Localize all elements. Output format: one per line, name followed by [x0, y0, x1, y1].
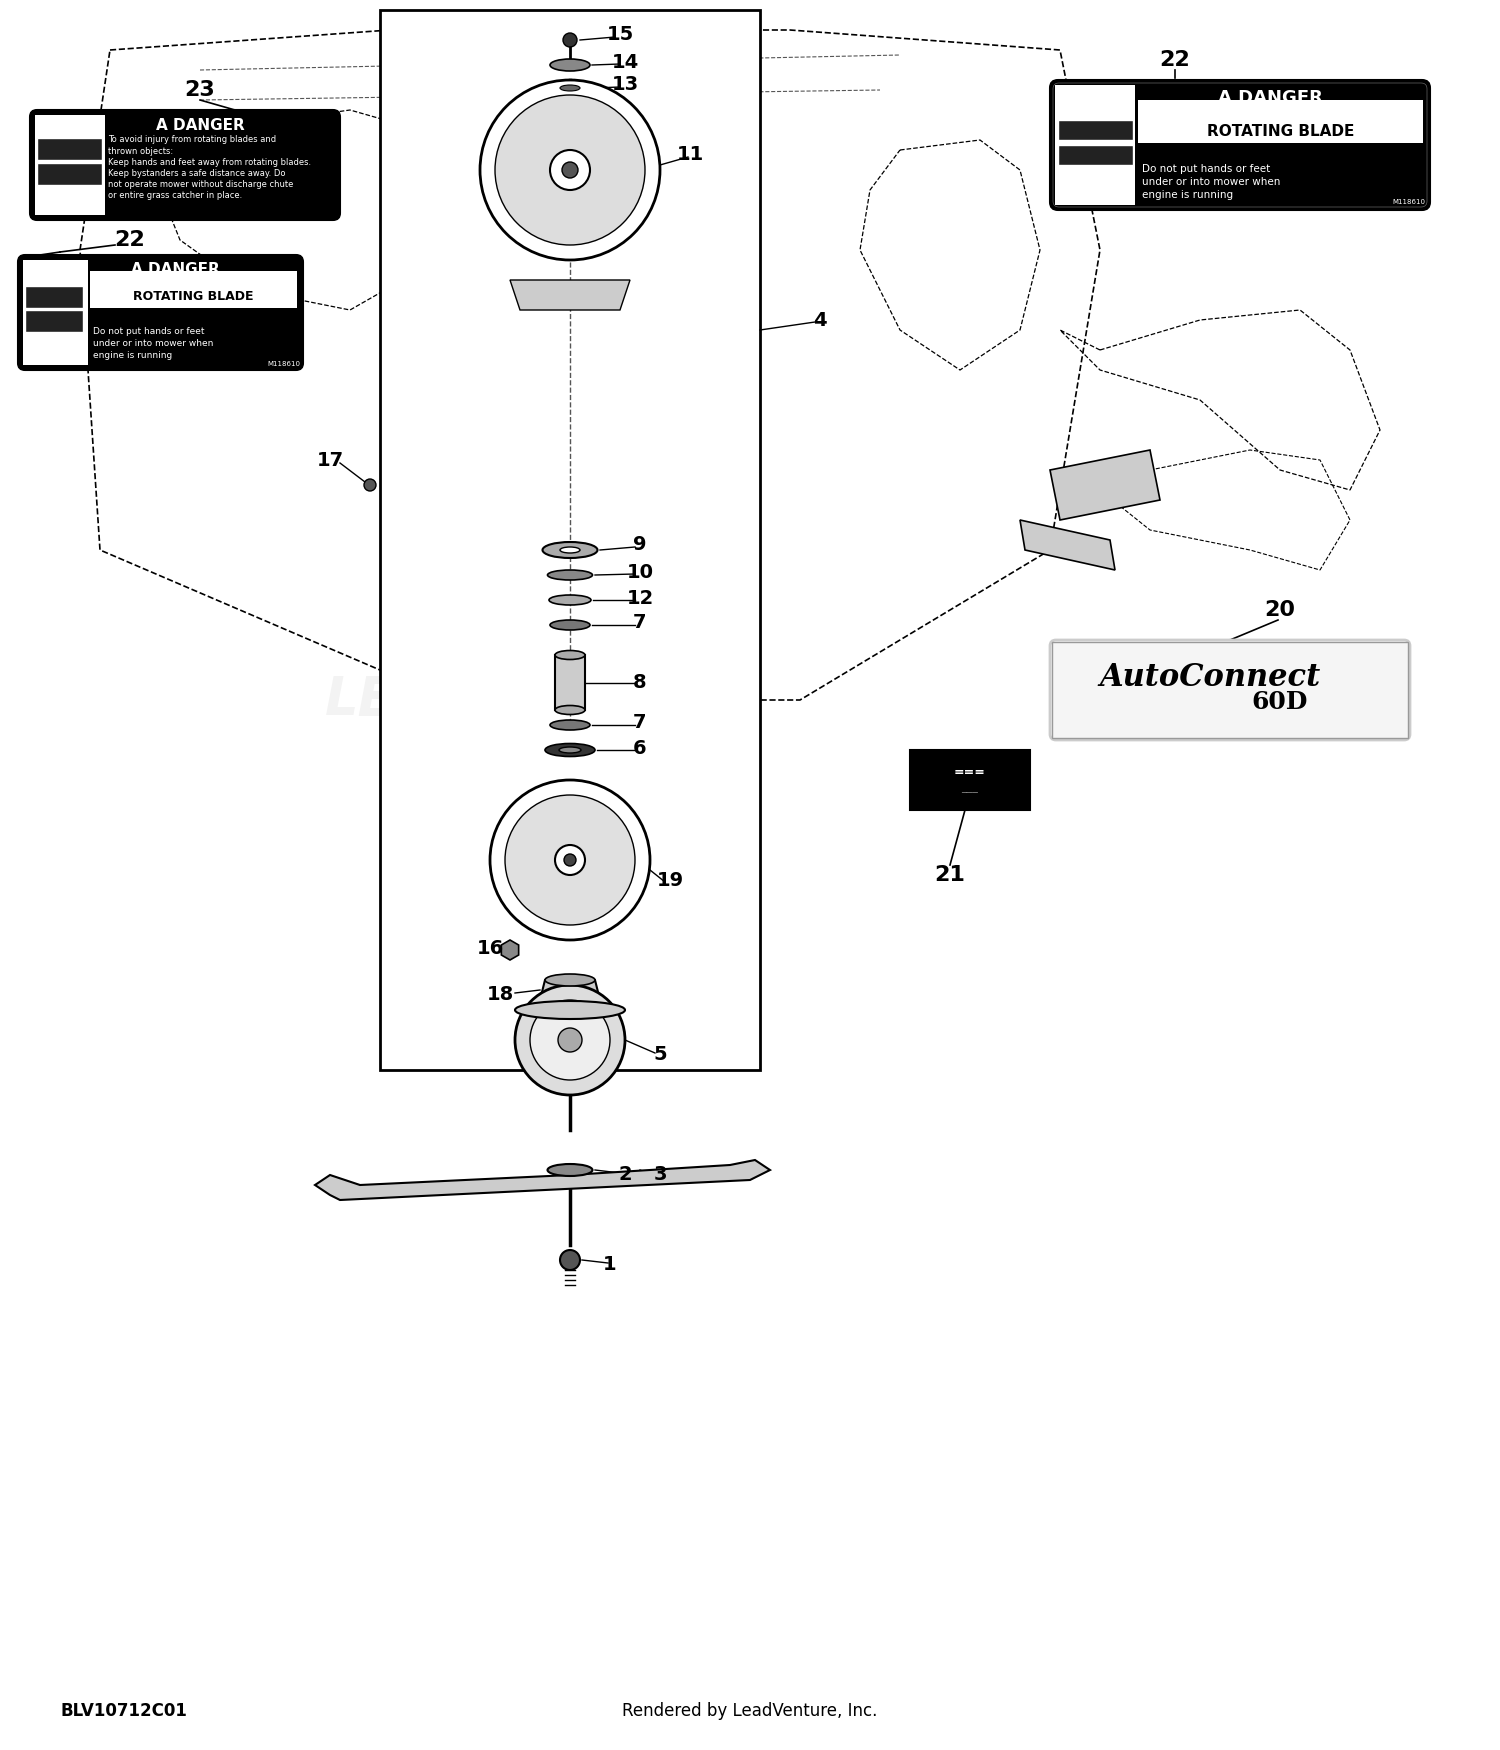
FancyBboxPatch shape	[1050, 640, 1410, 740]
Text: 13: 13	[612, 75, 639, 94]
Ellipse shape	[550, 719, 590, 730]
Text: M118610: M118610	[1392, 200, 1425, 205]
FancyBboxPatch shape	[22, 261, 88, 366]
Polygon shape	[315, 1160, 770, 1200]
Circle shape	[558, 1027, 582, 1052]
Ellipse shape	[560, 747, 580, 752]
FancyBboxPatch shape	[30, 110, 340, 220]
Text: AutoConnect: AutoConnect	[1100, 663, 1320, 693]
Polygon shape	[1050, 450, 1160, 520]
Text: A DANGER: A DANGER	[130, 262, 220, 278]
Ellipse shape	[549, 595, 591, 605]
Bar	[1058, 145, 1132, 164]
Text: 2: 2	[618, 1166, 632, 1185]
Text: 5: 5	[652, 1045, 668, 1064]
Text: 6: 6	[633, 738, 646, 758]
Text: A DANGER: A DANGER	[1218, 89, 1323, 107]
FancyBboxPatch shape	[1053, 82, 1426, 206]
Bar	[1052, 642, 1408, 738]
Polygon shape	[501, 940, 519, 961]
Text: 3: 3	[652, 1166, 666, 1185]
Text: 7: 7	[633, 714, 646, 733]
Bar	[38, 138, 102, 159]
Ellipse shape	[560, 548, 580, 553]
Bar	[38, 163, 102, 186]
Text: 4: 4	[813, 310, 826, 329]
Polygon shape	[510, 280, 630, 310]
Circle shape	[495, 94, 645, 245]
Bar	[26, 285, 82, 308]
Bar	[1058, 121, 1132, 140]
Bar	[90, 271, 297, 308]
Bar	[1138, 100, 1424, 144]
Polygon shape	[1020, 520, 1114, 570]
Text: 23: 23	[184, 80, 216, 100]
Circle shape	[490, 780, 650, 940]
Ellipse shape	[555, 705, 585, 714]
Circle shape	[564, 854, 576, 866]
Text: To avoid injury from rotating blades and
thrown objects:
Keep hands and feet awa: To avoid injury from rotating blades and…	[108, 135, 310, 200]
Bar	[26, 310, 82, 332]
Circle shape	[364, 480, 376, 492]
FancyBboxPatch shape	[1054, 86, 1136, 205]
Bar	[380, 10, 760, 1069]
Text: 22: 22	[114, 229, 146, 250]
Ellipse shape	[548, 80, 592, 94]
Circle shape	[530, 999, 610, 1080]
Ellipse shape	[560, 86, 580, 91]
Ellipse shape	[548, 570, 592, 579]
Circle shape	[555, 845, 585, 875]
Circle shape	[562, 163, 578, 178]
Text: Do not put hands or feet
under or into mower when
engine is running: Do not put hands or feet under or into m…	[93, 327, 213, 360]
Circle shape	[480, 80, 660, 261]
Ellipse shape	[555, 651, 585, 660]
Ellipse shape	[550, 620, 590, 630]
Text: LEADVENTURE: LEADVENTURE	[324, 674, 756, 726]
Circle shape	[514, 985, 625, 1096]
Text: 17: 17	[316, 450, 344, 469]
Text: 20: 20	[1264, 600, 1296, 619]
Text: 8: 8	[633, 674, 646, 691]
Text: ===: ===	[954, 765, 986, 779]
FancyBboxPatch shape	[1050, 80, 1430, 210]
Text: 14: 14	[612, 52, 639, 72]
Bar	[910, 751, 1030, 810]
FancyBboxPatch shape	[34, 116, 105, 215]
Ellipse shape	[543, 542, 597, 558]
Text: ROTATING BLADE: ROTATING BLADE	[134, 290, 254, 303]
Text: A DANGER: A DANGER	[156, 117, 244, 133]
Text: Do not put hands or feet
under or into mower when
engine is running: Do not put hands or feet under or into m…	[1142, 163, 1281, 200]
Ellipse shape	[544, 975, 596, 985]
Text: 15: 15	[606, 26, 633, 44]
Text: 11: 11	[676, 145, 703, 164]
Text: 12: 12	[627, 588, 654, 607]
Bar	[555, 654, 585, 710]
Text: 19: 19	[657, 870, 684, 889]
Text: 1: 1	[603, 1255, 616, 1274]
Ellipse shape	[544, 744, 596, 756]
Circle shape	[562, 33, 578, 47]
Ellipse shape	[550, 60, 590, 72]
Ellipse shape	[514, 1001, 625, 1018]
Text: 21: 21	[934, 864, 966, 886]
Text: Rendered by LeadVenture, Inc.: Rendered by LeadVenture, Inc.	[622, 1703, 878, 1720]
Text: 10: 10	[627, 562, 654, 581]
Polygon shape	[540, 980, 600, 999]
Text: M118610: M118610	[267, 360, 300, 368]
Text: BLV10712C01: BLV10712C01	[60, 1703, 188, 1720]
Ellipse shape	[548, 1164, 592, 1176]
Circle shape	[550, 150, 590, 191]
Circle shape	[560, 1250, 580, 1270]
Text: 60D: 60D	[1252, 690, 1308, 714]
Text: ___: ___	[962, 782, 978, 793]
Circle shape	[506, 794, 634, 926]
Text: 9: 9	[633, 536, 646, 555]
Text: ROTATING BLADE: ROTATING BLADE	[1208, 124, 1354, 138]
Text: 7: 7	[633, 614, 646, 632]
FancyBboxPatch shape	[18, 255, 303, 369]
Text: 18: 18	[486, 985, 513, 1004]
Text: 16: 16	[477, 938, 504, 957]
Text: 22: 22	[1160, 51, 1191, 70]
